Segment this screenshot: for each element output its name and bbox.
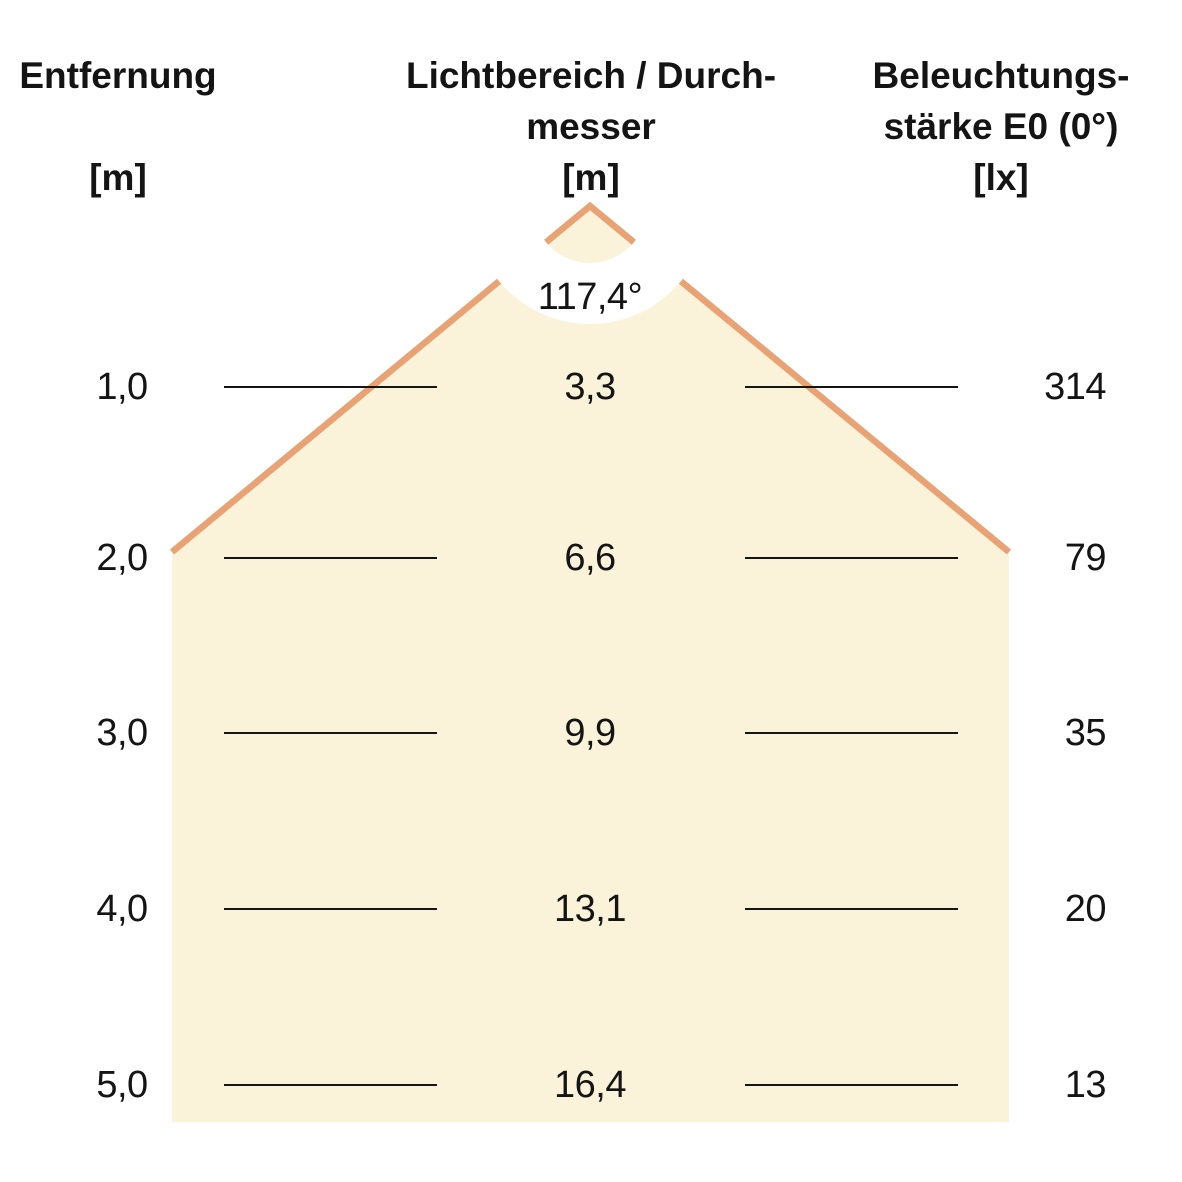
header-line: Entfernung (19, 55, 217, 96)
distance-value: 1,0 (96, 366, 148, 408)
illuminance-value: 20 (1064, 888, 1107, 930)
tick-line-left (224, 908, 437, 910)
table-row: 2,0 6,6 79 (0, 538, 1182, 578)
cone-apex-wedge (546, 206, 634, 263)
column-header-illuminance: Beleuchtungs- stärke E0 (0°) [lx] (801, 50, 1182, 203)
table-row: 3,0 9,9 35 (0, 713, 1182, 753)
table-row: 1,0 3,3 314 (0, 367, 1182, 407)
diameter-value: 6,6 (564, 537, 616, 579)
cone-edge-left (169, 278, 502, 555)
header-unit: [m] (562, 157, 620, 198)
distance-value: 4,0 (96, 888, 148, 930)
diameter-value: 9,9 (564, 712, 616, 754)
distance-value: 2,0 (96, 537, 148, 579)
tick-line-left (224, 386, 437, 388)
tick-line-left (224, 1084, 437, 1086)
diameter-value: 16,4 (554, 1064, 626, 1106)
distance-value: 5,0 (96, 1064, 148, 1106)
header-unit: [m] (89, 157, 147, 198)
illuminance-value: 13 (1064, 1064, 1107, 1106)
cone-body (172, 281, 1009, 1122)
header-unit: [lx] (973, 157, 1029, 198)
tick-line-left (224, 557, 437, 559)
tick-line-right (745, 1084, 958, 1086)
tick-line-right (745, 908, 958, 910)
header-line: Beleuchtungs- (872, 55, 1130, 96)
header-line: stärke E0 (0°) (883, 106, 1119, 147)
diameter-value: 3,3 (564, 366, 616, 408)
distance-value: 3,0 (96, 712, 148, 754)
tick-line-right (745, 732, 958, 734)
column-header-distance: Entfernung [m] (0, 50, 236, 203)
header-line: messer (526, 106, 656, 147)
table-row: 4,0 13,1 20 (0, 889, 1182, 929)
illuminance-value: 35 (1064, 712, 1107, 754)
cone-edge-right (678, 278, 1012, 555)
cone-apex-wedge-edges (544, 201, 636, 245)
header-line (0, 101, 236, 152)
illuminance-value: 79 (1064, 537, 1107, 579)
tick-line-right (745, 386, 958, 388)
header-line: Lichtbereich / Durch- (405, 55, 777, 96)
beam-angle-label: 117,4° (537, 276, 643, 318)
tick-line-right (745, 557, 958, 559)
tick-line-left (224, 732, 437, 734)
column-header-beam-diameter: Lichtbereich / Durch- messer [m] (391, 50, 791, 203)
table-row: 5,0 16,4 13 (0, 1065, 1182, 1105)
illuminance-value: 314 (1044, 366, 1106, 408)
diameter-value: 13,1 (554, 888, 626, 930)
